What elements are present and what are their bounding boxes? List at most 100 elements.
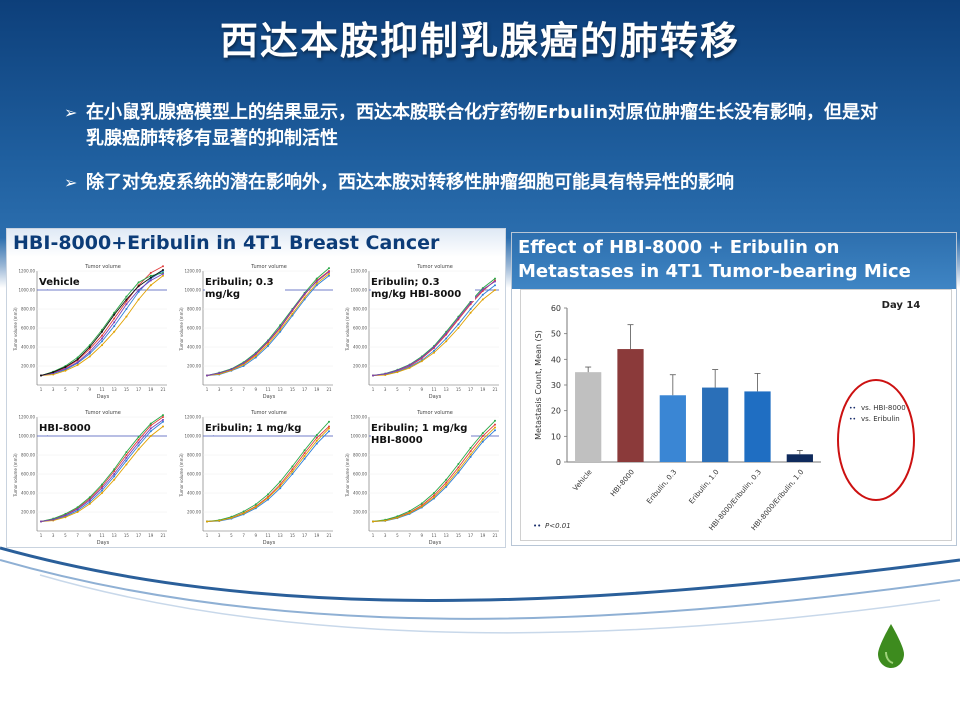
data-point bbox=[242, 512, 245, 515]
data-point bbox=[113, 468, 116, 471]
data-point bbox=[279, 485, 282, 488]
data-point bbox=[137, 290, 140, 293]
data-point bbox=[279, 480, 282, 483]
data-point bbox=[315, 439, 318, 442]
y-tick-label: 200.00 bbox=[187, 364, 201, 369]
y-axis-label: Metastasis Count, Mean (S) bbox=[534, 330, 543, 440]
data-point bbox=[149, 271, 152, 274]
data-point bbox=[88, 347, 91, 350]
data-point bbox=[149, 435, 152, 437]
y-axis-label: Tumor volume (mm3) bbox=[179, 453, 184, 498]
data-point bbox=[445, 337, 448, 340]
data-point bbox=[76, 509, 79, 512]
data-point bbox=[408, 366, 411, 369]
data-point bbox=[457, 323, 460, 326]
x-tick-label: 1 bbox=[372, 387, 375, 392]
data-point bbox=[137, 289, 140, 291]
mini-chart-label: HBI-8000 bbox=[39, 423, 91, 435]
data-point bbox=[315, 436, 318, 439]
data-point bbox=[420, 356, 423, 359]
data-point bbox=[88, 350, 91, 353]
data-point bbox=[279, 487, 282, 490]
x-tick-label: 9 bbox=[421, 533, 424, 538]
data-point bbox=[254, 356, 257, 359]
x-tick-label: 5 bbox=[230, 533, 233, 538]
data-point bbox=[481, 440, 484, 443]
data-point bbox=[125, 459, 128, 462]
chart-title: Tumor volume bbox=[250, 264, 287, 270]
data-point bbox=[494, 280, 496, 283]
data-point bbox=[328, 427, 330, 430]
data-point bbox=[408, 512, 411, 515]
chart-title: Tumor volume bbox=[416, 264, 453, 270]
series-line bbox=[206, 421, 330, 522]
y-tick-label: 20 bbox=[551, 407, 561, 416]
x-tick-label: 19 bbox=[148, 533, 154, 538]
data-point bbox=[457, 327, 460, 329]
x-tick-label: 3 bbox=[384, 533, 387, 538]
x-tick-label: 17 bbox=[302, 387, 308, 392]
data-point bbox=[137, 448, 140, 451]
data-point bbox=[254, 352, 257, 355]
y-tick-label: 200.00 bbox=[187, 510, 201, 515]
bullet-2-text: 除了对免疫系统的潜在影响外，西达本胺对转移性肿瘤细胞可能具有特异性的影响 bbox=[86, 172, 734, 193]
x-tick-label: 21 bbox=[160, 533, 166, 538]
data-point bbox=[469, 446, 472, 449]
data-point bbox=[125, 308, 128, 310]
x-tick-label: 11 bbox=[265, 387, 271, 392]
data-point bbox=[481, 287, 484, 290]
data-point bbox=[303, 292, 306, 295]
x-tick-label: 21 bbox=[492, 387, 498, 392]
data-point bbox=[76, 356, 79, 359]
data-point bbox=[218, 372, 221, 375]
data-point bbox=[457, 317, 460, 320]
data-point bbox=[76, 358, 79, 361]
data-point bbox=[328, 430, 330, 433]
y-tick-label: 1000.00 bbox=[18, 434, 35, 439]
data-point bbox=[125, 298, 128, 301]
y-tick-label: 800.00 bbox=[187, 307, 201, 312]
mini-chart-eribulin-1: Tumor volume 200.00 400.00 600.00 800.00 1000… bbox=[177, 405, 339, 547]
y-tick-label: 1000.00 bbox=[350, 288, 367, 293]
data-point bbox=[267, 496, 269, 499]
x-tick-label: 19 bbox=[148, 387, 154, 392]
x-tick-label: 3 bbox=[52, 387, 55, 392]
data-point bbox=[149, 276, 152, 279]
data-point bbox=[384, 519, 387, 522]
data-point bbox=[303, 452, 306, 455]
series-line bbox=[40, 421, 164, 522]
y-tick-label: 400.00 bbox=[21, 345, 35, 350]
data-point bbox=[328, 270, 330, 273]
x-axis-label: Days bbox=[263, 540, 276, 546]
data-point bbox=[279, 328, 282, 331]
x-tick-label: 5 bbox=[64, 533, 67, 538]
x-tick-label: 15 bbox=[456, 533, 462, 538]
data-point bbox=[469, 308, 472, 310]
data-point bbox=[88, 346, 91, 348]
data-point bbox=[162, 274, 164, 277]
data-point bbox=[137, 435, 140, 438]
x-tick-label: 3 bbox=[218, 533, 221, 538]
data-point bbox=[242, 363, 245, 366]
data-point bbox=[149, 422, 152, 425]
y-tick-label: 30 bbox=[551, 381, 561, 390]
data-point bbox=[76, 506, 79, 509]
x-tick-label: 3 bbox=[218, 387, 221, 392]
data-point bbox=[372, 520, 374, 523]
chart-title: Tumor volume bbox=[416, 410, 453, 416]
x-tick-label: 19 bbox=[314, 533, 320, 538]
data-point bbox=[101, 489, 103, 492]
mini-chart-label: Eribulin; 0.3 mg/kg HBI-8000 bbox=[371, 277, 475, 301]
data-point bbox=[420, 360, 423, 363]
data-point bbox=[230, 516, 233, 519]
data-point bbox=[125, 451, 128, 454]
data-point bbox=[125, 315, 128, 318]
data-point bbox=[291, 473, 294, 475]
data-point bbox=[149, 430, 152, 433]
data-point bbox=[218, 519, 221, 522]
x-tick-label: 7 bbox=[242, 533, 245, 538]
y-tick-label: 1200.00 bbox=[350, 415, 367, 420]
x-tick-label: 1 bbox=[206, 387, 209, 392]
data-point bbox=[230, 368, 233, 371]
